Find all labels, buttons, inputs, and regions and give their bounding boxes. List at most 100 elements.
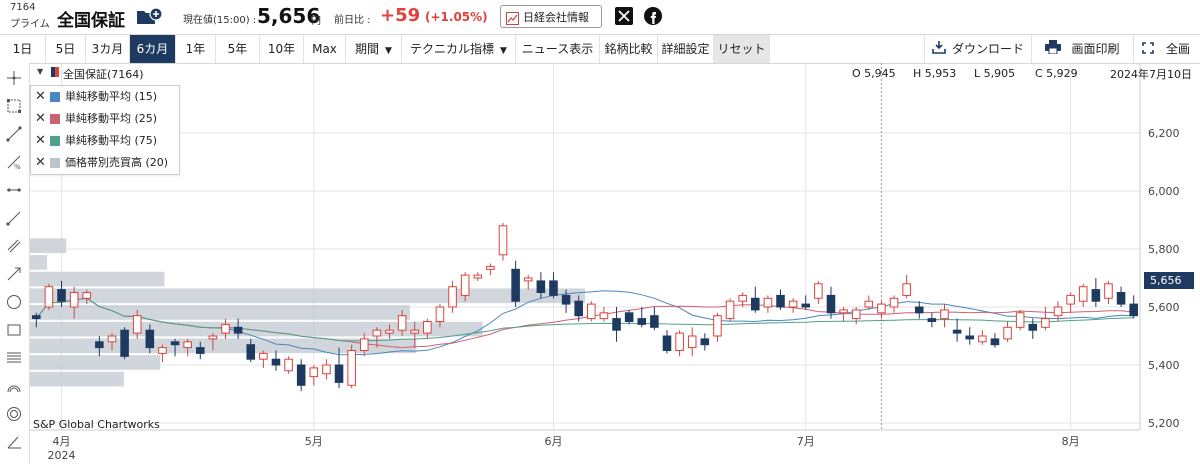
zoom-box-icon[interactable] [4,96,24,116]
candle-body[interactable] [751,297,760,311]
candle-body[interactable] [637,318,647,325]
candle-body[interactable] [246,344,256,360]
interval-dropdown[interactable]: 期間 ▼ [346,35,402,63]
candle-body[interactable] [814,283,823,299]
candle-body[interactable] [69,292,79,308]
candle-body[interactable] [914,306,924,314]
candle-body[interactable] [574,300,583,317]
channel-line-icon[interactable] [4,236,24,256]
period-tab-10y[interactable]: 10年 [260,35,304,63]
candle-body[interactable] [460,274,470,296]
period-tab-5d[interactable]: 5日 [46,35,86,63]
candle-body[interactable] [587,303,596,320]
horizontal-line-icon[interactable] [4,180,24,200]
nikkei-company-info-button[interactable]: 日経会社情報 [500,5,602,28]
print-button[interactable]: 画面印刷 [1032,35,1134,63]
candle-body[interactable] [132,315,142,334]
remove-indicator-icon[interactable]: ✕ [35,155,46,170]
candle-body[interactable] [183,341,192,349]
remove-indicator-icon[interactable]: ✕ [35,111,46,126]
candle-body[interactable] [170,341,180,346]
arc-icon[interactable] [4,376,24,396]
technical-dropdown[interactable]: テクニカル指標 ▼ [402,35,516,63]
candle-body[interactable] [549,280,558,296]
candle-body[interactable] [196,347,205,354]
candle-body[interactable] [826,294,836,314]
candle-body[interactable] [902,283,911,296]
candle-body[interactable] [259,352,268,360]
candle-body[interactable] [385,329,394,334]
candle-body[interactable] [473,274,483,279]
series-collapse-icon[interactable]: ▼ [37,67,44,76]
candle-body[interactable] [990,338,1000,346]
candle-body[interactable] [296,364,306,386]
candle-body[interactable] [713,315,722,337]
candle-body[interactable] [95,341,104,349]
arrow-line-icon[interactable] [4,264,24,284]
period-tab-1d[interactable]: 1日 [0,35,46,63]
candle-body[interactable] [120,329,129,357]
candle-body[interactable] [334,364,344,383]
candle-body[interactable] [523,277,533,282]
candle-body[interactable] [687,335,697,349]
candle-body[interactable] [889,297,899,308]
candle-body[interactable] [486,265,495,270]
news-display-button[interactable]: ニュース表示 [516,35,600,63]
candle-body[interactable] [372,329,382,337]
candle-body[interactable] [864,300,874,308]
candle-body[interactable] [624,312,634,323]
candle-body[interactable] [145,329,155,349]
candle-body[interactable] [561,294,571,305]
trend-line-icon[interactable] [4,124,24,144]
candle-body[interactable] [511,268,520,302]
candle-body[interactable] [233,326,243,334]
candle-body[interactable] [1078,286,1088,302]
fibonacci-icon[interactable] [4,348,24,368]
candle-body[interactable] [44,286,54,308]
candle-body[interactable] [788,300,798,308]
candle-body[interactable] [448,286,457,308]
concentric-circles-icon[interactable] [4,404,24,424]
candle-body[interactable] [1015,312,1025,328]
candle-body[interactable] [1066,294,1075,305]
period-tab-1y[interactable]: 1年 [176,35,216,63]
candle-body[interactable] [851,309,861,320]
candle-body[interactable] [208,335,218,340]
rectangle-icon[interactable] [4,320,24,340]
candle-body[interactable] [1116,292,1126,305]
percent-line-icon[interactable]: % [4,152,24,172]
candle-body[interactable] [1028,323,1038,331]
candle-body[interactable] [839,309,848,314]
candle-body[interactable] [738,294,747,302]
candle-body[interactable] [599,312,609,320]
period-tab-6m[interactable]: 6カ月 [130,35,176,63]
candle-body[interactable] [612,318,621,331]
crosshair-icon[interactable] [4,68,24,88]
candle-body[interactable] [82,292,92,299]
facebook-share-icon[interactable] [644,7,662,25]
candle-body[interactable] [1091,289,1101,302]
candle-body[interactable] [322,364,331,375]
candle-body[interactable] [1003,326,1012,340]
candle-body[interactable] [763,297,773,308]
candle-body[interactable] [158,347,167,354]
candle-body[interactable] [1129,303,1138,317]
candle-body[interactable] [801,303,811,308]
circle-icon[interactable] [4,292,24,312]
angle-icon[interactable] [4,432,24,452]
candle-body[interactable] [662,335,672,351]
remove-indicator-icon[interactable]: ✕ [35,89,46,104]
candle-body[interactable] [1104,283,1113,299]
candle-body[interactable] [423,321,432,334]
download-button[interactable]: ダウンロード [924,35,1032,63]
candle-body[interactable] [978,335,987,343]
candle-body[interactable] [650,315,659,328]
candle-body[interactable] [57,289,66,302]
candle-body[interactable] [397,315,407,331]
remove-indicator-icon[interactable]: ✕ [35,133,46,148]
candle-body[interactable] [309,367,319,378]
settings-button[interactable]: 詳細設定 [658,35,714,63]
candle-body[interactable] [927,318,937,323]
candle-body[interactable] [725,300,735,320]
